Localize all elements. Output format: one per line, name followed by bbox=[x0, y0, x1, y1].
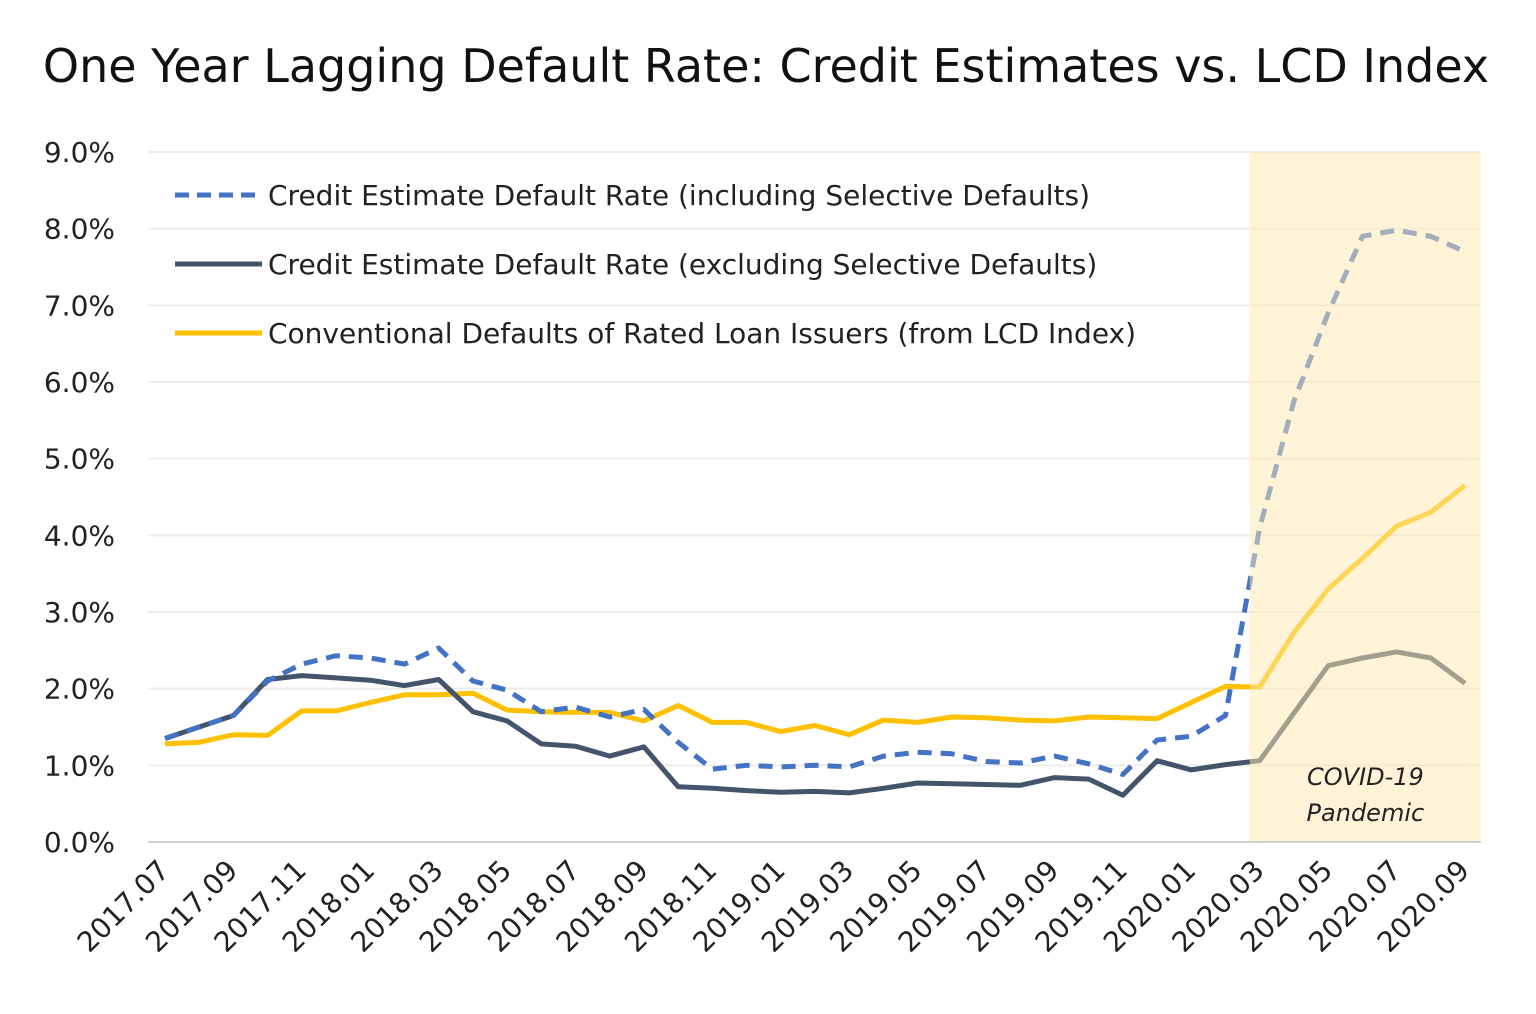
y-tick-label: 2.0% bbox=[44, 673, 115, 706]
annotation-covid: COVID-19 bbox=[1307, 763, 1424, 791]
y-tick-label: 0.0% bbox=[44, 826, 115, 859]
y-tick-label: 9.0% bbox=[44, 136, 115, 169]
gridlines bbox=[148, 151, 1481, 767]
legend-label-excluding: Credit Estimate Default Rate (excluding … bbox=[268, 248, 1097, 281]
y-tick-label: 6.0% bbox=[44, 366, 115, 399]
series-line-0 bbox=[164, 227, 1467, 777]
legend: Credit Estimate Default Rate (including … bbox=[175, 179, 1136, 350]
annotation-pandemic: Pandemic bbox=[1307, 799, 1425, 827]
series-line-2 bbox=[164, 483, 1467, 747]
legend-label-lcd: Conventional Defaults of Rated Loan Issu… bbox=[268, 317, 1136, 350]
y-tick-label: 5.0% bbox=[44, 443, 115, 476]
y-tick-label: 7.0% bbox=[44, 289, 115, 322]
y-tick-label: 1.0% bbox=[44, 749, 115, 782]
series-line-1 bbox=[164, 649, 1467, 798]
x-axis-labels: 2017.072017.092017.112018.012018.032018.… bbox=[71, 854, 1476, 959]
legend-label-including: Credit Estimate Default Rate (including … bbox=[268, 179, 1090, 212]
y-tick-label: 8.0% bbox=[44, 213, 115, 246]
y-axis-labels: 0.0% 1.0% 2.0% 3.0% 4.0% 5.0% 6.0% 7.0% 8.0% 9.0% bbox=[44, 136, 115, 859]
y-tick-label: 4.0% bbox=[44, 519, 115, 552]
covid-shaded-region bbox=[1249, 152, 1481, 842]
series-lines bbox=[164, 227, 1467, 798]
y-tick-label: 3.0% bbox=[44, 596, 115, 629]
chart-title: One Year Lagging Default Rate: Credit Es… bbox=[43, 39, 1489, 93]
